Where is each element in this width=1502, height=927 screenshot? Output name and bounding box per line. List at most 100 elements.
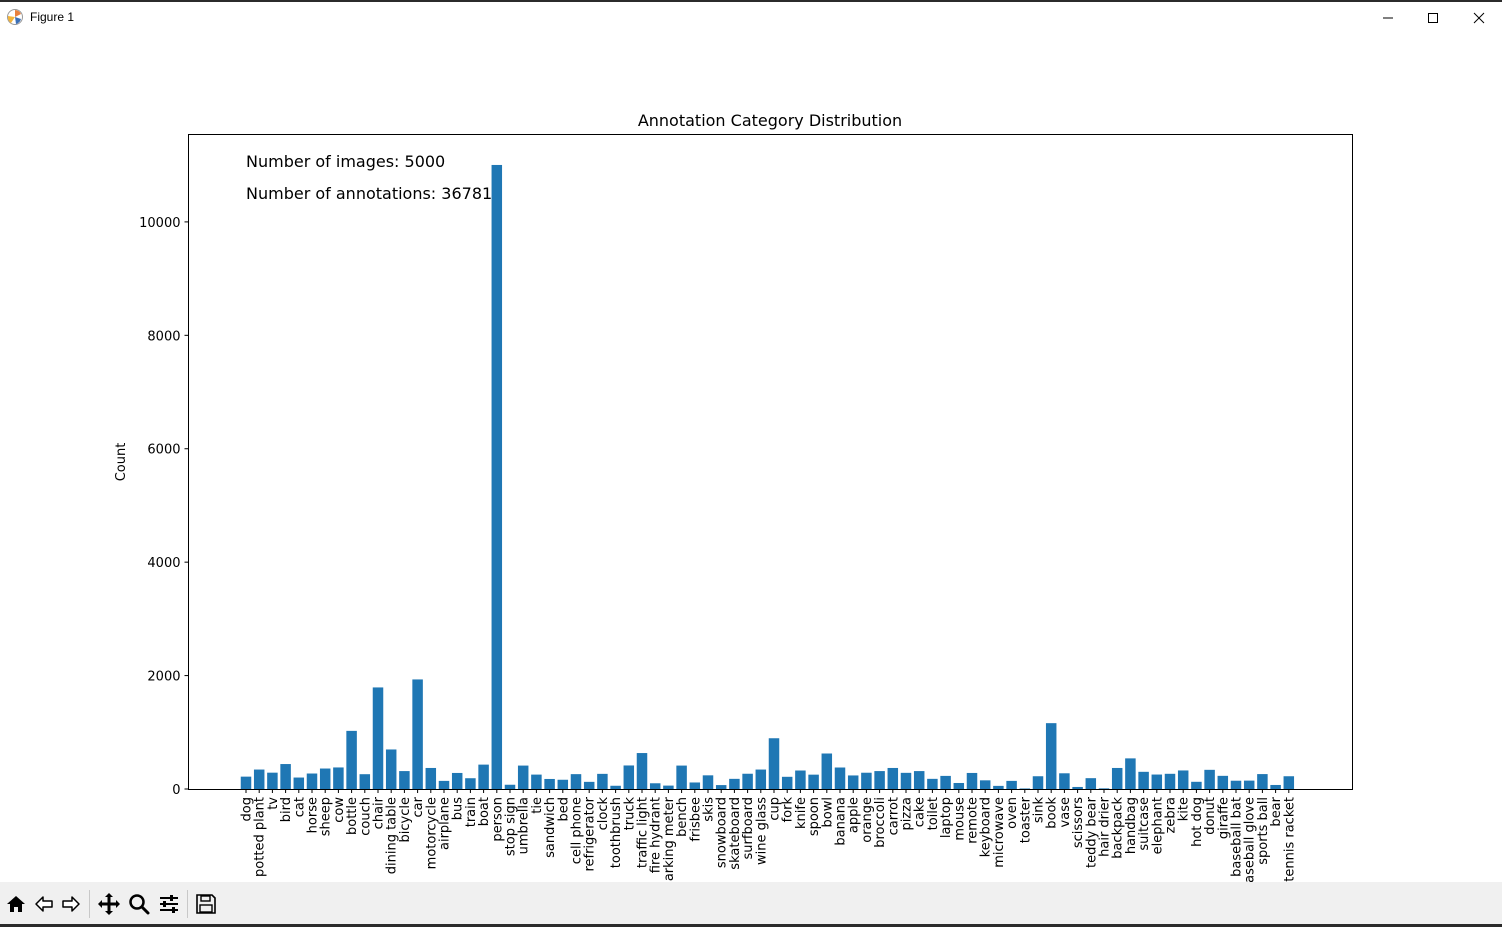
home-button[interactable]: [3, 891, 29, 917]
back-button[interactable]: [31, 891, 57, 917]
x-tick-label: truck: [622, 797, 637, 831]
bar-train: [465, 778, 476, 789]
bar-horse: [306, 773, 318, 789]
x-tick-label: car: [411, 796, 426, 817]
x-tick-label: toilet: [926, 797, 941, 830]
x-tick-label: bus: [451, 797, 466, 820]
x-tick-label: handbag: [1124, 797, 1139, 854]
bar-giraffe: [1217, 775, 1229, 789]
bar-vase: [1059, 773, 1070, 789]
bar-hair-drier: [1098, 788, 1110, 789]
bar-toaster: [1019, 788, 1031, 789]
bar-fork: [781, 776, 793, 789]
bar-potted-plant: [253, 769, 265, 789]
title-bar: Figure 1: [0, 2, 1502, 32]
y-tick-label: 2000: [147, 670, 180, 685]
bar-clock: [597, 773, 608, 789]
bar-dining-table: [385, 749, 397, 789]
x-tick-label: umbrella: [517, 797, 532, 854]
x-tick-label: zebra: [1164, 797, 1179, 833]
x-tick-label: microwave: [992, 797, 1007, 868]
bar-sports-ball: [1257, 774, 1268, 789]
y-tick-label: 0: [172, 783, 180, 798]
pan-button[interactable]: [96, 891, 122, 917]
window-bottom-edge: [0, 924, 1502, 927]
bar-toothbrush: [610, 785, 621, 789]
figure-canvas[interactable]: Annotation Category Distribution Count 0…: [0, 32, 1502, 891]
window-title: Figure 1: [30, 10, 75, 24]
bar-cow: [333, 767, 344, 789]
x-tick-label: hot dog: [1190, 797, 1205, 847]
minimize-button[interactable]: [1365, 4, 1411, 32]
x-tick-label: bowl: [820, 797, 835, 827]
bar-toilet: [927, 778, 938, 789]
bar-tv: [267, 772, 278, 789]
bar-handbag: [1125, 758, 1136, 789]
configure-subplots-button[interactable]: [156, 891, 182, 917]
zoom-button[interactable]: [126, 891, 152, 917]
bar-carrot: [887, 767, 899, 789]
bar-chart: Annotation Category Distribution Count 0…: [114, 111, 1353, 891]
x-tick-label: orange: [860, 797, 875, 843]
x-tick-label: remote: [966, 797, 981, 844]
x-tick-label: hair drier: [1098, 796, 1113, 857]
maximize-icon: [1428, 13, 1438, 23]
bar-teddy-bear: [1085, 778, 1097, 789]
bar-bird: [280, 764, 291, 789]
bar-zebra: [1164, 773, 1176, 789]
x-tick-label: carrot: [886, 797, 901, 835]
bar-skateboard: [729, 778, 740, 789]
minimize-icon: [1383, 17, 1393, 19]
bar-pizza: [900, 772, 912, 789]
x-tick-label: sink: [1032, 797, 1047, 824]
bar-snowboard: [715, 785, 727, 789]
x-tick-label: parking meter: [662, 796, 677, 882]
x-tick-label: cat: [292, 797, 307, 817]
bar-backpack: [1111, 767, 1123, 789]
bar-bed: [557, 779, 569, 789]
bar-laptop: [940, 775, 951, 789]
close-button[interactable]: [1456, 4, 1502, 32]
navigation-toolbar: [0, 882, 1502, 925]
x-tick-label: frisbee: [688, 797, 703, 842]
bar-cell-phone: [570, 774, 582, 789]
x-tick-label: sandwich: [543, 797, 558, 858]
maximize-button[interactable]: [1410, 4, 1456, 32]
x-tick-label: giraffe: [1216, 797, 1231, 839]
bar-chair: [372, 687, 384, 789]
x-tick-label: surfboard: [741, 797, 756, 859]
x-tick-label: train: [464, 797, 479, 827]
x-tick-label: book: [1045, 797, 1060, 829]
bar-bear: [1270, 784, 1281, 789]
x-tick-label: fork: [781, 797, 796, 823]
x-tick-label: baseball bat: [1230, 797, 1245, 877]
bar-baseball-glove: [1243, 780, 1255, 789]
bar-oven: [1006, 780, 1017, 789]
bar-bowl: [821, 753, 833, 789]
bar-bus: [451, 772, 463, 789]
x-tick-label: apple: [847, 797, 862, 833]
bar-broccoli: [874, 771, 885, 789]
bar-dog: [240, 776, 252, 789]
toolbar-separator: [187, 890, 188, 918]
x-tick-label: suitcase: [1137, 797, 1152, 851]
x-tick-label: pizza: [900, 797, 915, 830]
configure-subplots-icon: [160, 895, 178, 913]
bar-truck: [623, 765, 635, 789]
close-icon: [1473, 12, 1485, 24]
back-arrow-icon: [35, 896, 53, 912]
x-tick-label: broccoli: [873, 797, 888, 848]
save-button[interactable]: [193, 891, 219, 917]
x-tick-label: chair: [372, 796, 387, 829]
x-tick-label: skateboard: [728, 797, 743, 870]
x-tick-label: traffic light: [636, 797, 651, 868]
bar-tennis-racket: [1283, 776, 1295, 789]
y-tick-label: 10000: [139, 216, 180, 231]
x-tick-label: bottle: [345, 797, 360, 835]
x-tick-label: toaster: [1018, 796, 1033, 843]
annotations-count-annotation: Number of annotations: 36781: [246, 184, 492, 203]
forward-button[interactable]: [58, 891, 84, 917]
x-tick-label: knife: [794, 797, 809, 829]
x-tick-label: stop sign: [504, 797, 519, 856]
